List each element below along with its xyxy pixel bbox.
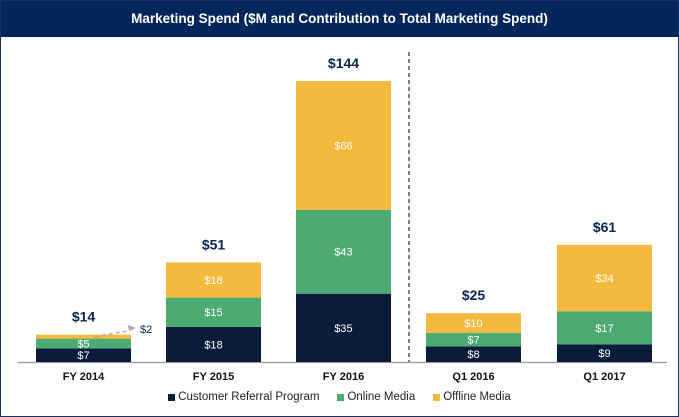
legend-swatch-icon: [433, 393, 441, 401]
x-tick-label: FY 2016: [323, 371, 364, 383]
x-tick-label: Q1 2016: [452, 371, 494, 383]
bar-value-label: $15: [204, 307, 222, 319]
legend-swatch-icon: [337, 393, 345, 401]
bar-segment-online-media: [296, 209, 391, 294]
bar-value-label: $66: [334, 140, 352, 152]
bar-segment-offline-media: [557, 244, 652, 312]
bar-segment-customer-referral-program: [166, 326, 261, 362]
x-tick-label: Q1 2017: [583, 371, 625, 383]
bar-segment-online-media: [36, 338, 131, 349]
bar-value-label: $8: [467, 349, 479, 361]
bar-value-label: $43: [334, 247, 352, 259]
bar-value-label: $17: [595, 323, 613, 335]
bar-value-label: $18: [204, 339, 222, 351]
annotation-label: $2: [140, 324, 152, 336]
chart-title-bar: Marketing Spend ($M and Contribution to …: [0, 0, 679, 37]
bar-total-label: $61: [593, 219, 617, 235]
bar-segment-customer-referral-program: [426, 346, 521, 362]
legend-item: Offline Media: [433, 391, 511, 403]
bar-segment-offline-media: [426, 313, 521, 333]
legend-label: Customer Referral Program: [178, 391, 320, 403]
annotation-arrowhead-icon: [128, 325, 136, 331]
legend-item: Customer Referral Program: [168, 391, 319, 403]
legend-swatch-icon: [168, 393, 176, 401]
bar-value-label: $5: [77, 338, 89, 350]
bar-value-label: $10: [464, 318, 482, 330]
annotation-arrow-line: [94, 329, 131, 338]
bar-total-label: $51: [202, 236, 226, 252]
bar-segment-customer-referral-program: [296, 293, 391, 362]
legend-label: Online Media: [347, 391, 416, 403]
bar-segment-online-media: [557, 311, 652, 345]
x-tick-label: FY 2015: [193, 371, 234, 383]
bar-value-label: $35: [334, 323, 352, 335]
bar-segment-offline-media: [36, 334, 131, 339]
bar-total-label: $14: [72, 309, 96, 325]
chart-title: Marketing Spend ($M and Contribution to …: [131, 11, 548, 26]
bar-value-label: $18: [204, 275, 222, 287]
bar-value-label: $9: [598, 348, 610, 360]
x-tick-label: FY 2014: [63, 371, 105, 383]
bar-segment-offline-media: [166, 262, 261, 298]
bar-total-label: $25: [462, 287, 486, 303]
bar-segment-offline-media: [296, 81, 391, 210]
legend: Customer Referral Program Online Media Off…: [0, 391, 679, 403]
bar-value-label: $7: [77, 350, 89, 362]
bar-segment-online-media: [166, 297, 261, 327]
bar-segment-customer-referral-program: [36, 348, 131, 362]
legend-item: Online Media: [337, 391, 415, 403]
bar-total-label: $144: [328, 55, 359, 71]
bar-value-label: $34: [595, 273, 613, 285]
bar-segment-online-media: [426, 332, 521, 347]
legend-label: Offline Media: [443, 391, 511, 403]
bar-segment-customer-referral-program: [557, 344, 652, 362]
bar-value-label: $7: [467, 335, 479, 347]
